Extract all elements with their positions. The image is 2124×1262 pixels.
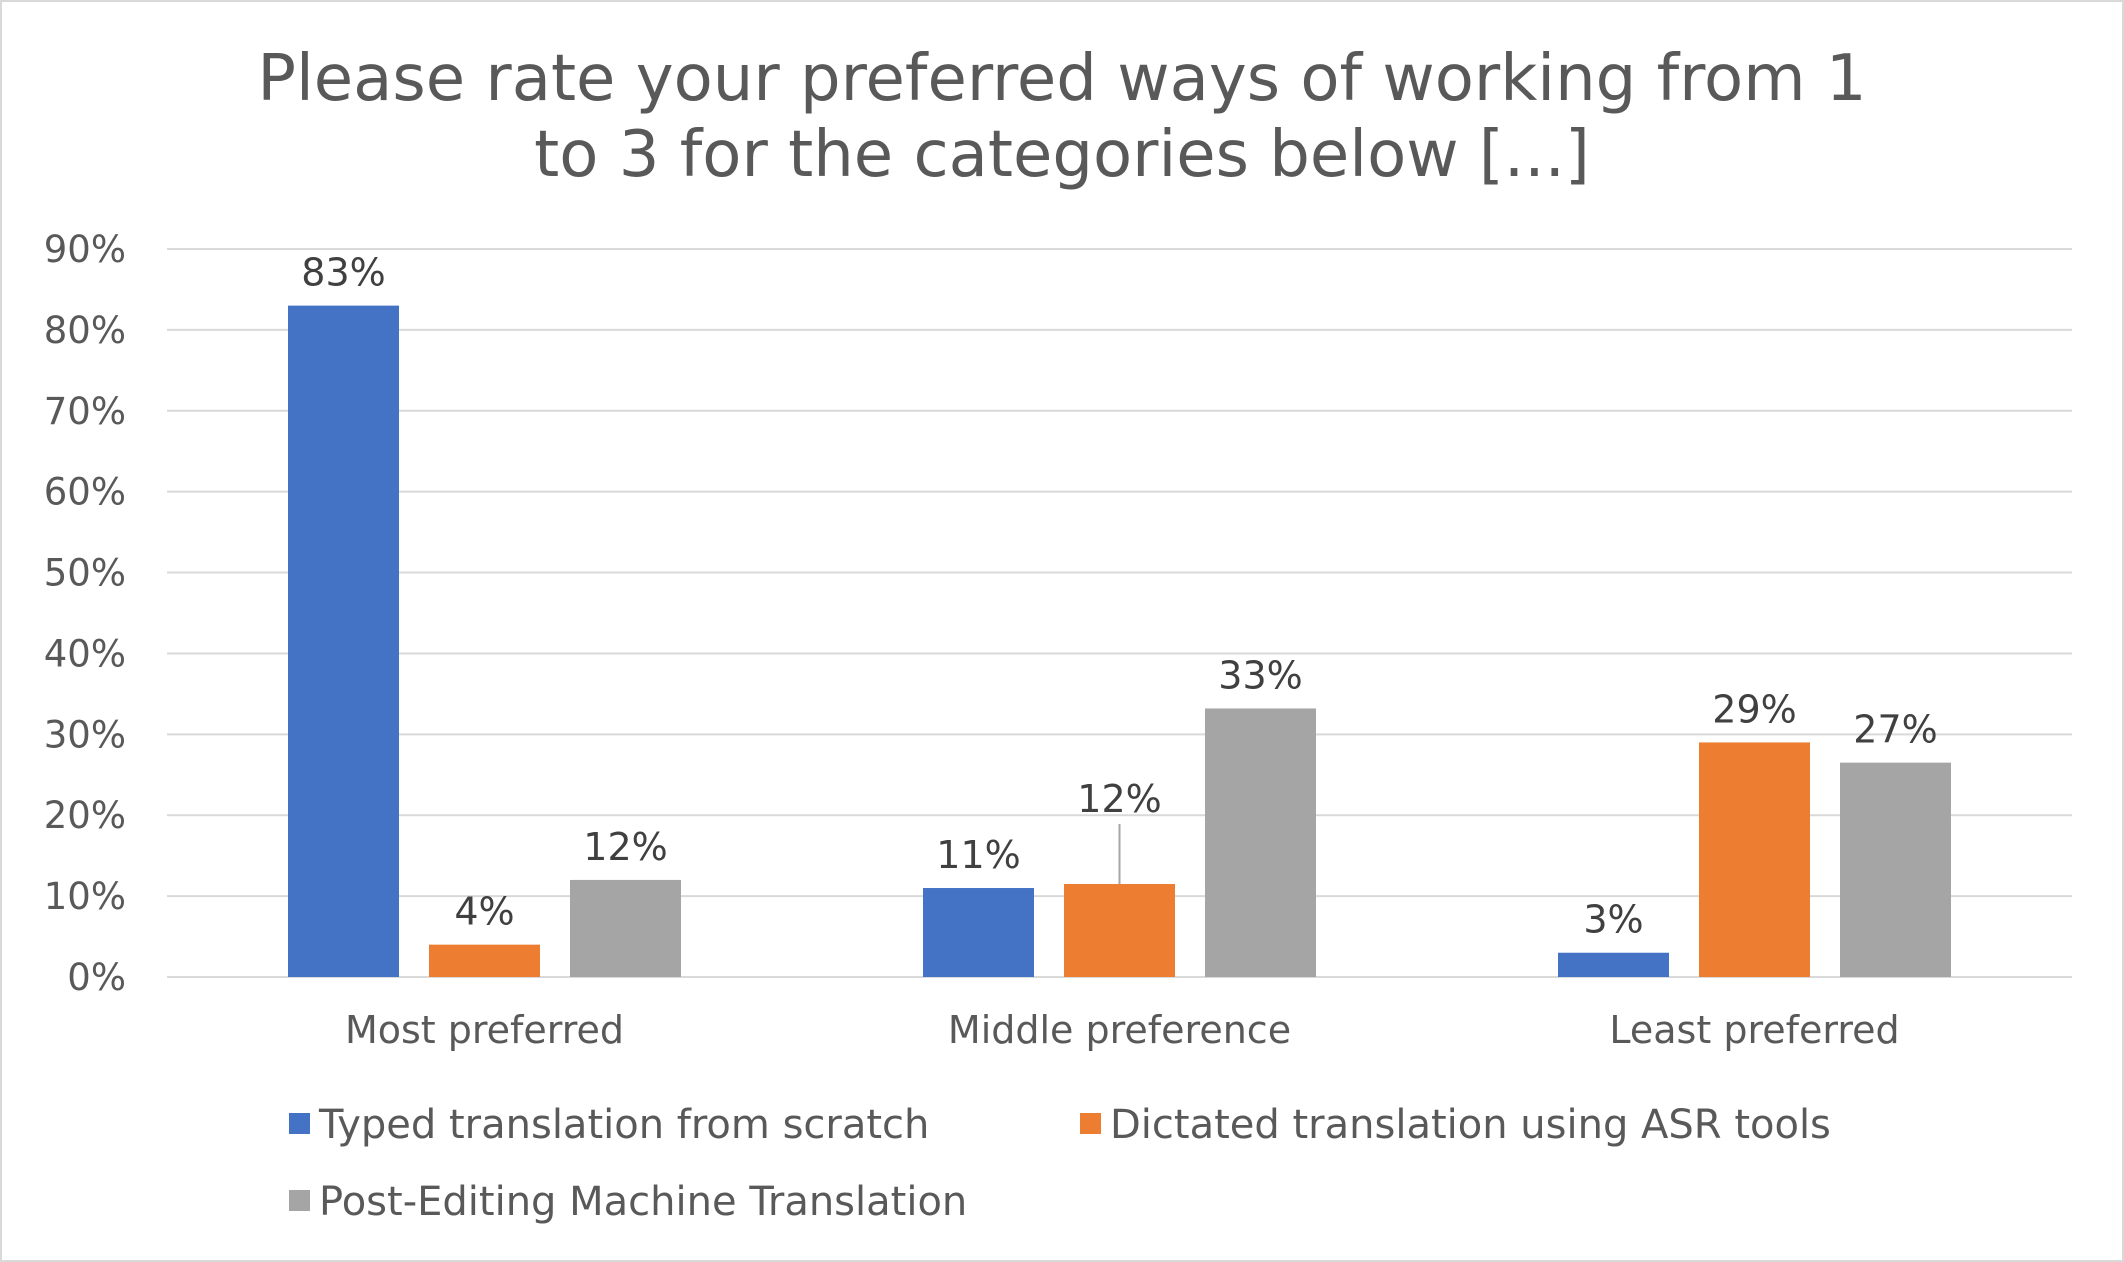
data-label: 3%: [1583, 898, 1643, 942]
x-tick-label: Middle preference: [948, 1008, 1291, 1052]
y-tick-label: 50%: [44, 552, 126, 595]
bar: [1064, 883, 1175, 977]
legend-marker: [289, 1190, 310, 1211]
data-label: 4%: [454, 890, 514, 934]
bar: [1840, 762, 1951, 977]
y-tick-label: 10%: [44, 875, 126, 918]
data-label: 33%: [1218, 653, 1302, 697]
chart-title-line-1: Please rate your preferred ways of worki…: [257, 42, 1866, 116]
bar: [1558, 952, 1669, 977]
y-tick-label: 90%: [44, 228, 126, 271]
y-tick-label: 30%: [44, 713, 126, 756]
legend-label: Typed translation from scratch: [318, 1102, 929, 1148]
y-tick-label: 20%: [44, 794, 126, 837]
y-tick-label: 70%: [44, 390, 126, 433]
bar: [1205, 708, 1316, 977]
data-label: 12%: [583, 825, 667, 869]
data-label: 11%: [936, 833, 1020, 877]
legend-marker: [289, 1113, 310, 1134]
data-label: 83%: [301, 251, 385, 295]
data-label: 27%: [1853, 708, 1937, 752]
legend-label: Dictated translation using ASR tools: [1110, 1102, 1831, 1148]
chart-title-line-2: to 3 for the categories below [...]: [534, 118, 1590, 192]
x-tick-label: Least preferred: [1609, 1008, 1899, 1052]
legend-label: Post-Editing Machine Translation: [319, 1179, 967, 1225]
y-tick-label: 60%: [44, 471, 126, 514]
bar: [1699, 742, 1810, 977]
legend-marker: [1080, 1113, 1101, 1134]
data-label: 12%: [1077, 777, 1161, 821]
y-tick-label: 40%: [44, 632, 126, 675]
x-tick-label: Most preferred: [345, 1008, 624, 1052]
y-tick-label: 0%: [67, 956, 126, 999]
bar: [570, 879, 681, 977]
y-tick-label: 80%: [44, 309, 126, 352]
bar: [923, 888, 1034, 977]
data-label: 29%: [1712, 687, 1796, 731]
bar: [288, 305, 399, 978]
bar: [429, 944, 540, 977]
